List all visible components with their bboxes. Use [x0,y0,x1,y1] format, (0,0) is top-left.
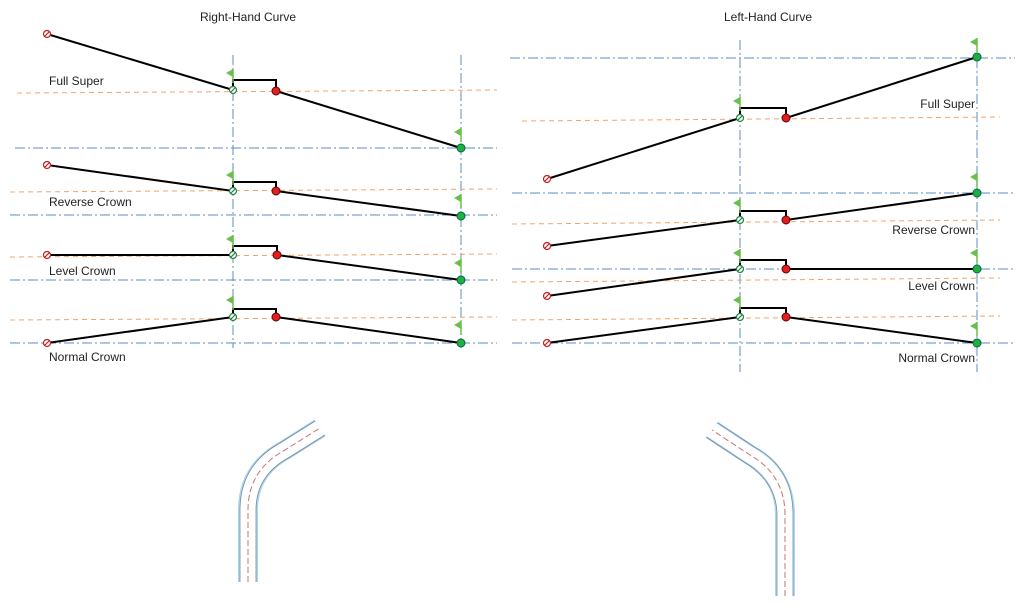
profile-label: Full Super [920,97,975,111]
profile-label: Level Crown [49,264,116,278]
right-panel: Full Super Reverse Crown Level Crown Nor… [9,29,498,364]
profile-label: Reverse Crown [892,223,975,237]
panel-title: Left-Hand Curve [724,10,812,24]
profile-label: Reverse Crown [49,195,132,209]
left-panel: Full Super Reverse Crown Level Crown Nor… [510,37,1015,372]
profile-label: Normal Crown [49,350,126,364]
profile-label: Full Super [49,74,104,88]
panel-title: Right-Hand Curve [200,10,296,24]
road-plan-left [705,421,795,596]
road-plan-right [238,419,326,582]
profile-label: Level Crown [908,279,975,293]
profile-label: Normal Crown [898,351,975,365]
